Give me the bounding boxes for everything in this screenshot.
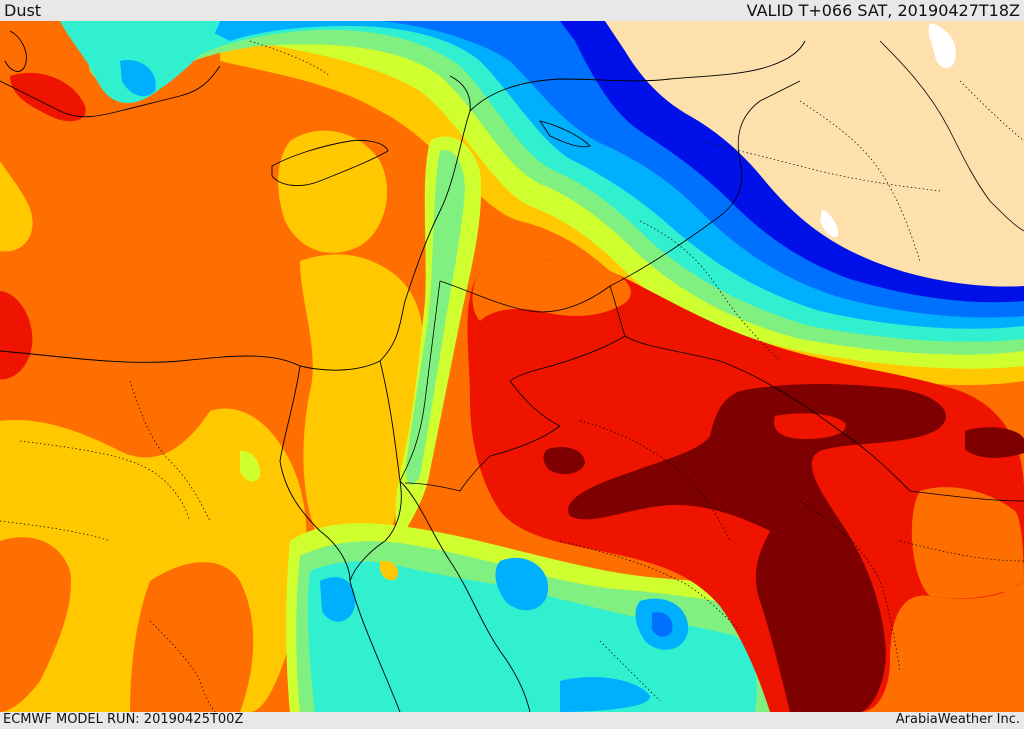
coastlines (0, 30, 806, 712)
province-borders (0, 40, 1024, 712)
arabia-darkred-core (568, 384, 947, 712)
levant-yellow (0, 161, 33, 252)
redsea-sky-a (320, 577, 356, 622)
map-title: Dust (4, 1, 42, 20)
arabia-orange-spot (985, 560, 1016, 593)
redsea-blue-c (652, 612, 673, 637)
model-run: ECMWF MODEL RUN: 20190425T00Z (3, 712, 244, 727)
lake-small (820, 209, 839, 238)
lake-urmia (928, 23, 956, 69)
egypt-orange-west (0, 537, 71, 712)
aegean-cool (60, 21, 220, 104)
no-data-land (605, 21, 1024, 287)
credit: ArabiaWeather Inc. (895, 712, 1020, 727)
egypt-orange-inner (130, 562, 254, 712)
country-borders (399, 40, 1024, 502)
redsea-yellow-spot (379, 560, 399, 581)
aegean-sky (120, 60, 156, 97)
darkred-spot-east (965, 427, 1024, 458)
footer-bar: ECMWF MODEL RUN: 20190425T00Z ArabiaWeat… (0, 712, 1024, 729)
nile-green (240, 450, 261, 482)
darkred-spot-west (543, 446, 585, 475)
arabia-orange-north (472, 259, 631, 321)
east-med-yellow (300, 254, 424, 571)
arabia-red-hole (774, 413, 846, 439)
redsea-sky-d (560, 676, 651, 712)
redsea-cyan (307, 561, 757, 712)
west-red (0, 291, 33, 380)
header-bar: Dust VALID T+066 SAT, 20190427T18Z (0, 0, 1024, 21)
dust-map (0, 21, 1024, 712)
med-yellow-west (278, 130, 388, 253)
redsea-sky-b (495, 557, 549, 611)
valid-time: VALID T+066 SAT, 20190427T18Z (746, 1, 1020, 20)
north-red-blob (10, 72, 86, 122)
